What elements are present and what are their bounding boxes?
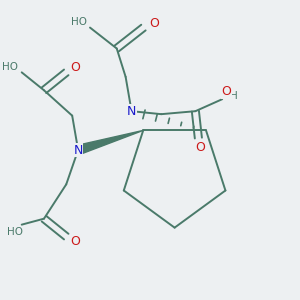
Text: O: O xyxy=(70,235,80,248)
Text: O: O xyxy=(195,140,205,154)
Text: O: O xyxy=(149,16,159,30)
Text: HO: HO xyxy=(2,62,18,72)
Text: HO: HO xyxy=(7,227,23,237)
Text: HO: HO xyxy=(71,17,87,27)
Text: O: O xyxy=(70,61,80,74)
Text: O: O xyxy=(222,85,232,98)
Text: N: N xyxy=(74,143,83,157)
Text: H: H xyxy=(230,91,238,101)
Polygon shape xyxy=(77,130,143,154)
Text: N: N xyxy=(127,105,136,118)
